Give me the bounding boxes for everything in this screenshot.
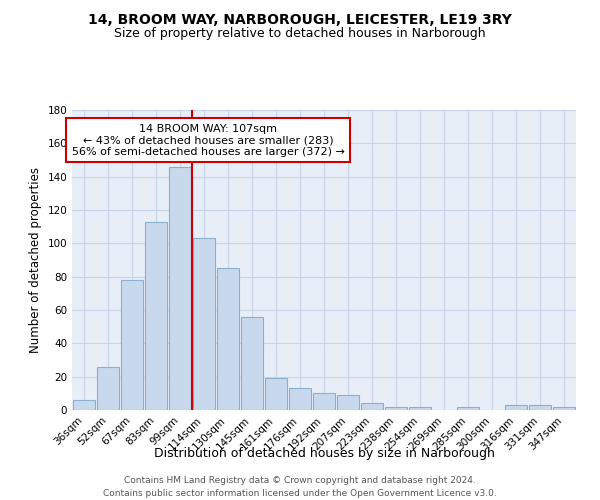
Text: 14, BROOM WAY, NARBOROUGH, LEICESTER, LE19 3RY: 14, BROOM WAY, NARBOROUGH, LEICESTER, LE… [88, 12, 512, 26]
Text: Distribution of detached houses by size in Narborough: Distribution of detached houses by size … [154, 448, 494, 460]
Bar [97, 366, 119, 410]
Bar [409, 406, 431, 410]
Bar [73, 400, 95, 410]
Bar [385, 406, 407, 410]
Text: Size of property relative to detached houses in Narborough: Size of property relative to detached ho… [114, 28, 486, 40]
Bar [121, 280, 143, 410]
Bar [145, 222, 167, 410]
Bar [337, 395, 359, 410]
Bar [361, 404, 383, 410]
Text: Contains HM Land Registry data © Crown copyright and database right 2024.
Contai: Contains HM Land Registry data © Crown c… [103, 476, 497, 498]
Y-axis label: Number of detached properties: Number of detached properties [29, 167, 42, 353]
Bar [457, 406, 479, 410]
Bar [241, 316, 263, 410]
Bar [505, 405, 527, 410]
Bar [193, 238, 215, 410]
Bar [553, 406, 575, 410]
Bar [217, 268, 239, 410]
Bar [529, 405, 551, 410]
Bar [313, 394, 335, 410]
Bar [169, 166, 191, 410]
Bar [265, 378, 287, 410]
Bar [289, 388, 311, 410]
Text: 14 BROOM WAY: 107sqm
← 43% of detached houses are smaller (283)
56% of semi-deta: 14 BROOM WAY: 107sqm ← 43% of detached h… [71, 124, 344, 156]
